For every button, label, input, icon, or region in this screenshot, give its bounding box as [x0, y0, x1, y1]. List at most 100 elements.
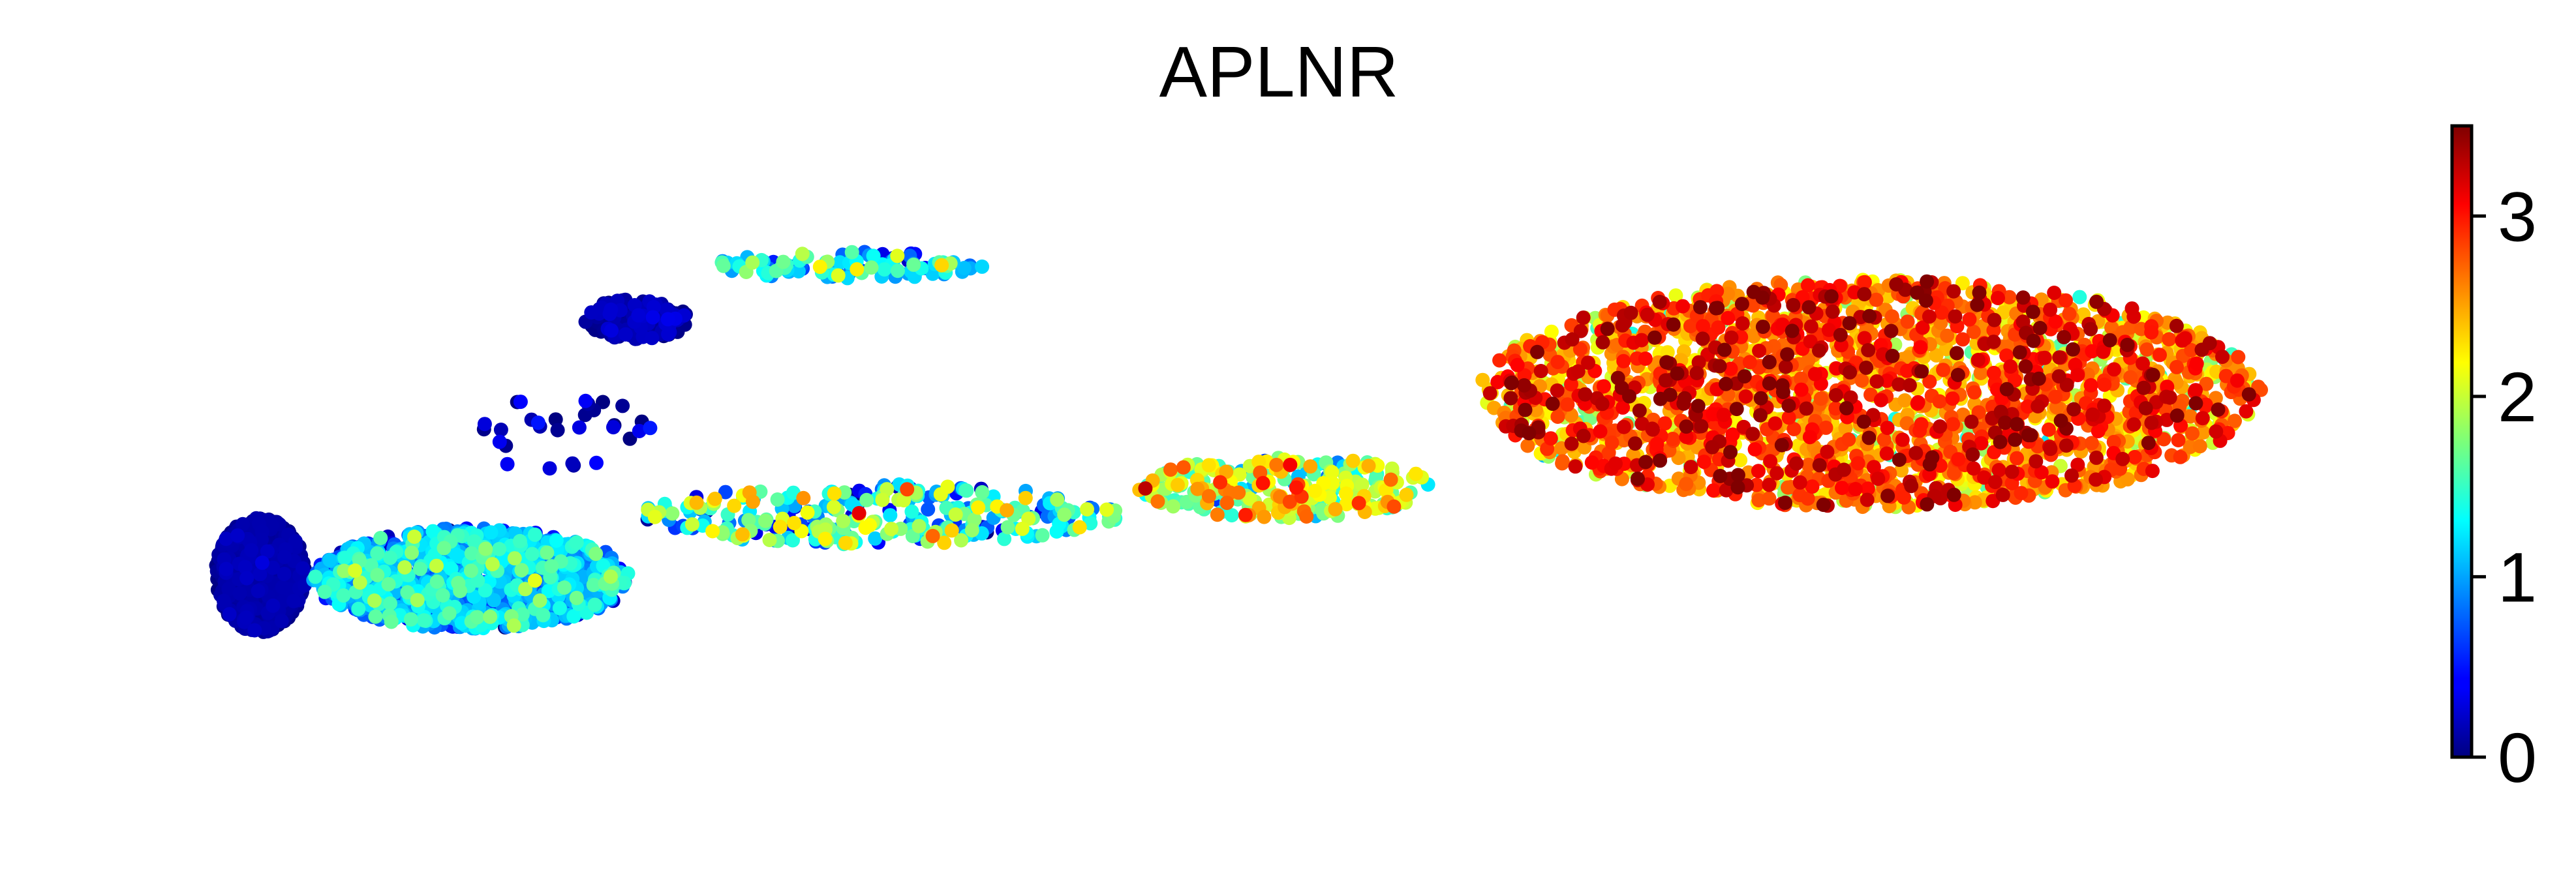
scatter-point: [645, 310, 660, 325]
scatter-point: [244, 543, 259, 558]
scatter-point: [964, 523, 979, 538]
scatter-point: [2041, 422, 2056, 437]
scatter-point: [1072, 520, 1087, 535]
scatter-point: [397, 560, 412, 575]
scatter-point: [442, 606, 457, 621]
scatter-point: [566, 609, 581, 624]
scatter-point: [525, 546, 540, 561]
scatter-point: [866, 248, 881, 263]
scatter-point: [288, 533, 303, 548]
scatter-point: [1057, 507, 1072, 522]
scatter-point: [219, 531, 234, 546]
scatter-point: [1171, 477, 1185, 492]
scatter-point: [557, 580, 572, 595]
scatter-point: [2144, 325, 2159, 340]
scatter-point: [322, 552, 337, 567]
scatter-point: [1578, 387, 1593, 402]
scatter-point: [1544, 324, 1559, 339]
scatter-point: [858, 520, 873, 535]
scatter-point: [1966, 461, 1981, 476]
scatter-point: [1805, 479, 1820, 494]
scatter-point: [883, 508, 898, 523]
scatter-point: [604, 323, 619, 338]
scatter-point: [1201, 458, 1216, 473]
scatter-point: [518, 582, 533, 597]
scatter-point: [1584, 455, 1599, 470]
scatter-point: [383, 596, 397, 611]
scatter-point: [467, 589, 482, 604]
scatter-point: [2004, 464, 2019, 479]
scatter-point: [2123, 370, 2138, 385]
scatter-point: [2062, 307, 2077, 322]
scatter-point: [859, 492, 874, 507]
scatter-point: [1634, 333, 1649, 348]
scatter-point: [1138, 481, 1153, 496]
scatter-point: [463, 563, 478, 578]
scatter-point: [407, 530, 422, 544]
scatter-point: [1768, 416, 1783, 431]
scatter-point: [643, 421, 658, 436]
scatter-point: [286, 593, 301, 608]
scatter-point: [940, 479, 955, 494]
scatter-point: [1751, 464, 1766, 479]
scatter-point: [1308, 483, 1323, 498]
scatter-point: [1897, 393, 1912, 408]
scatter-point: [1176, 460, 1191, 475]
scatter-point: [1951, 452, 1966, 467]
scatter-point: [221, 582, 236, 597]
scatter-point: [370, 567, 385, 582]
scatter-point: [921, 502, 936, 517]
scatter-point: [944, 523, 959, 538]
scatter-point: [217, 593, 231, 608]
scatter-point: [1724, 330, 1739, 345]
scatter-point: [1361, 458, 1376, 473]
scatter-point: [540, 545, 555, 560]
scatter-point: [1640, 307, 1655, 322]
scatter-point: [954, 533, 969, 548]
scatter-point: [236, 516, 250, 531]
scatter-point: [1050, 492, 1065, 507]
scatter-point: [1289, 480, 1304, 495]
scatter-point: [826, 500, 841, 515]
scatter-point: [615, 398, 630, 413]
scatter-point: [2136, 356, 2150, 371]
scatter-point: [1576, 310, 1591, 325]
scatter-point: [2231, 350, 2246, 365]
scatter-point: [222, 606, 237, 621]
scatter-point: [603, 569, 618, 584]
scatter-point: [429, 558, 444, 573]
scatter-point: [1568, 459, 1583, 474]
scatter-point: [1696, 319, 1710, 334]
scatter-point: [1850, 456, 1865, 471]
scatter-point: [1696, 455, 1711, 470]
scatter-points: [209, 245, 2268, 639]
scatter-point: [1841, 432, 1856, 447]
scatter-point: [1492, 353, 1507, 368]
scatter-point: [527, 573, 542, 588]
scatter-point: [1555, 456, 1570, 471]
scatter-point: [2173, 449, 2188, 464]
scatter-point: [1986, 365, 2001, 380]
scatter-point: [1533, 364, 1548, 378]
scatter-point: [1668, 288, 1683, 303]
scatter-point: [1986, 335, 2001, 350]
scatter-point: [727, 498, 742, 513]
scatter-point: [948, 507, 963, 522]
scatter-point: [1735, 316, 1750, 331]
scatter-point: [645, 331, 660, 346]
scatter-point: [796, 490, 811, 505]
scatter-point: [337, 563, 352, 578]
scatter-point: [1676, 299, 1690, 314]
scatter-point: [486, 593, 501, 608]
scatter-point: [1914, 417, 1929, 432]
scatter-point: [368, 609, 383, 624]
scatter-point: [2126, 417, 2141, 432]
scatter-point: [1387, 499, 1402, 514]
scatter-point: [851, 505, 866, 520]
scatter-point: [1015, 521, 1030, 536]
scatter-point: [296, 561, 310, 576]
scatter-point: [831, 268, 846, 283]
scatter-point: [1303, 459, 1318, 474]
scatter-point: [549, 533, 564, 548]
scatter-point: [1770, 466, 1785, 481]
